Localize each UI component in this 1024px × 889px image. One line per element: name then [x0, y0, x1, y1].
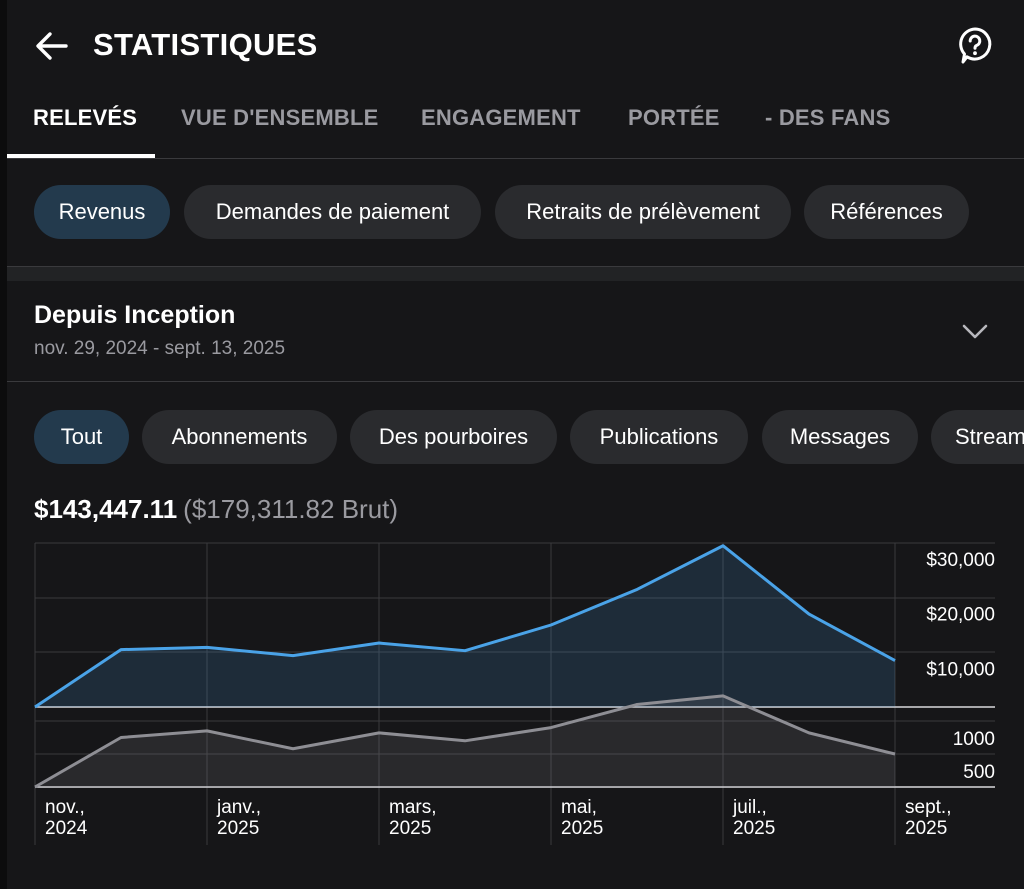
arrow-left-icon	[36, 32, 68, 60]
help-button[interactable]	[955, 25, 995, 65]
x-tick-label: mai,	[561, 797, 597, 818]
tab-des-fans[interactable]: - DES FANS	[765, 105, 891, 130]
chip-stream[interactable]: Stream	[931, 410, 1024, 464]
x-tick-label: nov.,	[45, 797, 85, 818]
x-tick-label: 2024	[45, 818, 88, 839]
x-tick-label: juil.,	[732, 797, 767, 818]
chip-abonnements[interactable]: Abonnements	[142, 410, 337, 464]
net-total: $143,447.11	[34, 494, 178, 524]
x-tick-label: sept.,	[905, 797, 951, 818]
chip-publications[interactable]: Publications	[570, 410, 748, 464]
active-tab-indicator	[7, 154, 155, 158]
page-title: STATISTIQUES	[93, 27, 318, 62]
x-tick-label: mars,	[389, 797, 437, 818]
earnings-totals: $143,447.11 ($179,311.82 Brut)	[34, 494, 398, 525]
window-edge	[0, 0, 7, 889]
y-tick-label: 500	[963, 762, 995, 783]
back-button[interactable]	[30, 24, 74, 68]
tab-portee[interactable]: PORTÉE	[628, 105, 720, 130]
gross-total: ($179,311.82 Brut)	[183, 494, 399, 524]
chip-references[interactable]: Références	[804, 185, 969, 239]
chip-revenus[interactable]: Revenus	[34, 185, 170, 239]
chip-des-pourboires[interactable]: Des pourboires	[350, 410, 557, 464]
tab-releves[interactable]: RELEVÉS	[33, 105, 138, 130]
chevron-down-icon	[962, 324, 988, 339]
header: STATISTIQUES	[0, 0, 1024, 90]
y-tick-label: $20,000	[926, 605, 995, 626]
earnings-chart: $30,000 $20,000 $10,000 1000 500 nov.,2024 jan…	[34, 542, 995, 845]
chip-demandes-paiement[interactable]: Demandes de paiement	[184, 185, 481, 239]
chip-messages[interactable]: Messages	[762, 410, 918, 464]
x-tick-label: 2025	[733, 818, 775, 839]
period-range: nov. 29, 2024 - sept. 13, 2025	[34, 338, 286, 359]
x-tick-label: 2025	[389, 818, 431, 839]
y-tick-label: $30,000	[926, 550, 995, 571]
x-tick-label: janv.,	[216, 797, 261, 818]
help-bubble-icon	[959, 27, 992, 64]
x-tick-label: 2025	[905, 818, 947, 839]
main-tabs: RELEVÉS VUE D'ENSEMBLE ENGAGEMENT PORTÉE…	[7, 90, 1024, 159]
period-selector[interactable]: Depuis Inception nov. 29, 2024 - sept. 1…	[7, 281, 1024, 382]
chip-tout[interactable]: Tout	[34, 410, 129, 464]
section-divider	[7, 266, 1024, 281]
period-title: Depuis Inception	[34, 301, 236, 329]
top-series-area	[35, 545, 895, 707]
tab-engagement[interactable]: ENGAGEMENT	[421, 105, 581, 130]
y-tick-label: 1000	[953, 729, 995, 750]
chip-retraits-prelevement[interactable]: Retraits de prélèvement	[495, 185, 791, 239]
tab-vue-ensemble[interactable]: VUE D'ENSEMBLE	[181, 105, 379, 130]
y-tick-label: $10,000	[926, 659, 995, 680]
x-tick-label: 2025	[561, 818, 603, 839]
x-tick-label: 2025	[217, 818, 259, 839]
